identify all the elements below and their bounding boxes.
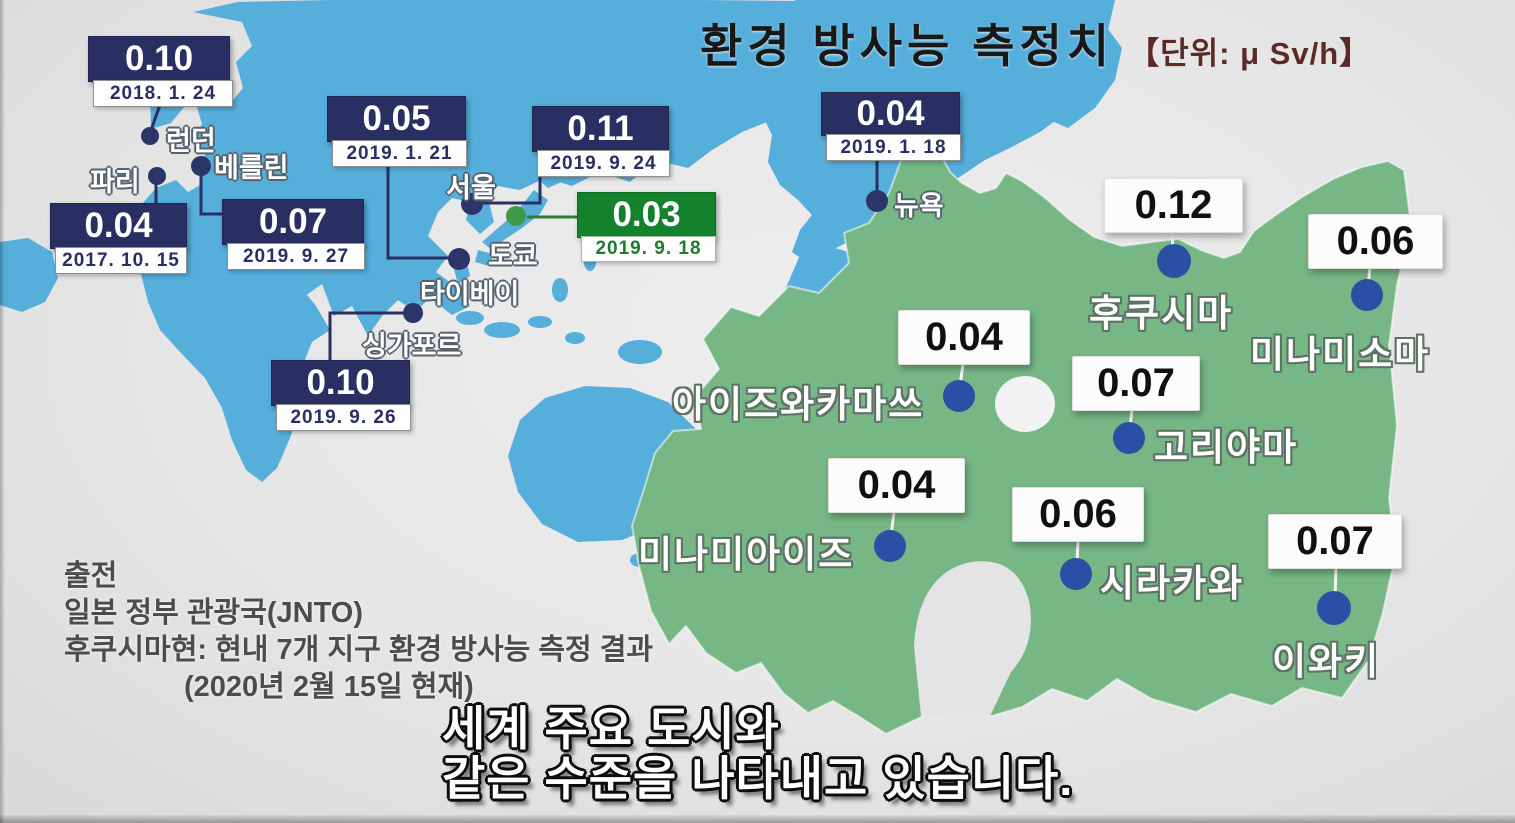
source-block: 출전 일본 정부 관광국(JNTO) 후쿠시마현: 현내 7개 지구 환경 방사… [64,558,653,706]
city-label-tokyo: 도쿄 [488,241,538,271]
world-map-left-edge-land [0,238,58,312]
frame-left-edge [0,0,5,823]
world-map-island [528,316,552,328]
measurement-box-newyork: 0.04 [821,92,960,136]
city-dot-london [141,127,159,145]
site-label-shirakawa: 시라카와 [1100,563,1245,604]
page-title: 환경 방사능 측정치 【단위: μ Sv/h】 [700,10,1371,76]
date-box-tokyo: 2019. 9. 18 [581,236,716,262]
city-label-berlin: 베를린 [214,153,289,183]
city-dot-taipei [448,248,470,270]
site-dot-iwaki [1317,591,1351,625]
site-label-iwaki: 이와키 [1272,641,1381,682]
measurement-box-iwaki: 0.07 [1268,514,1402,569]
site-dot-shirakawa [1060,558,1092,590]
site-dot-koriyama [1113,422,1145,454]
city-label-london: 런던 [166,126,216,156]
city-label-paris: 파리 [90,167,140,197]
title-unit: 【단위: μ Sv/h】 [1128,36,1372,71]
world-map-greenland [1030,18,1122,128]
lake-inawashiro [995,376,1055,432]
connector-berlin [199,170,224,216]
fukushima-map [630,144,1413,736]
title-text: 환경 방사능 측정치 [700,20,1115,72]
date-box-london: 2018. 1. 24 [93,80,233,107]
world-map-island [456,311,484,325]
date-box-paris: 2017. 10. 15 [55,247,187,274]
measurement-box-singapore: 0.10 [271,360,410,406]
site-label-aizuwakamatsu: 아이즈와카마쓰 [672,384,925,425]
connector-singapore [328,311,404,361]
city-dot-singapore [403,303,423,323]
city-label-taipei: 타이베이 [420,279,520,309]
city-dot-newyork [866,190,888,212]
caption-line-1: 세계 주요 도시와 [442,702,780,755]
city-dot-berlin [191,156,211,176]
date-box-taipei: 2019. 1. 21 [332,140,467,167]
measurement-box-seoul: 0.11 [532,106,669,152]
measurement-box-taipei: 0.05 [327,96,466,142]
date-box-newyork: 2019. 1. 18 [826,134,961,161]
city-dot-tokyo [506,206,526,226]
fukushima-map-outline [630,144,1413,736]
measurement-box-tokyo: 0.03 [577,192,716,238]
measurement-box-fukushima: 0.12 [1104,178,1243,233]
date-box-singapore: 2019. 9. 26 [276,404,411,431]
source-line-1: 출전 [64,560,118,592]
measurement-box-minamisoma: 0.06 [1308,214,1443,269]
site-label-minamisoma: 미나미소마 [1250,334,1431,375]
site-label-fukushima: 후쿠시마 [1089,293,1234,334]
measurement-box-aizuwakamatsu: 0.04 [898,310,1030,365]
world-map-island [565,332,585,344]
site-label-koriyama: 고리야마 [1154,427,1299,468]
source-line-4: (2020년 2월 15일 현재) [184,671,474,703]
subtitle-caption: 세계 주요 도시와 같은 수준을 나타내고 있습니다. [442,704,1073,804]
world-city-dots [141,127,888,323]
city-dot-paris [148,167,166,185]
city-label-seoul: 서울 [446,173,496,203]
source-line-3: 후쿠시마현: 현내 7개 지구 환경 방사능 측정 결과 [64,634,654,666]
world-map-kyushu [475,250,493,266]
date-box-berlin: 2019. 9. 27 [227,243,365,270]
city-label-newyork: 뉴욕 [894,191,944,221]
frame-bottom-edge [0,815,1515,823]
measurement-box-minamiaizu: 0.04 [828,458,965,513]
city-dot-seoul [461,193,483,215]
measurement-box-london: 0.10 [88,36,230,82]
date-box-seoul: 2019. 9. 24 [537,150,670,177]
connector-taipei [386,165,450,260]
caption-line-2: 같은 수준을 나타내고 있습니다. [442,752,1074,805]
measurement-box-shirakawa: 0.06 [1012,487,1144,542]
measurement-box-koriyama: 0.07 [1072,356,1200,411]
world-map-new-guinea [618,340,662,364]
world-map-island [552,278,568,302]
fukushima-map-south-notch [914,561,1031,716]
site-dot-minamiaizu [874,530,906,562]
measurement-box-berlin: 0.07 [222,199,364,245]
fukushima-site-dots [874,244,1383,625]
measurement-box-paris: 0.04 [50,203,187,249]
site-dot-minamisoma [1351,279,1383,311]
site-dot-aizuwakamatsu [943,380,975,412]
connector-seoul [482,173,542,205]
source-line-2: 일본 정부 관광국(JNTO) [64,597,364,629]
city-label-singapore: 싱가포르 [362,331,462,361]
world-map-island [484,322,520,338]
site-label-minamiaizu: 미나미아이즈 [638,534,855,575]
site-dot-fukushima [1157,244,1191,278]
